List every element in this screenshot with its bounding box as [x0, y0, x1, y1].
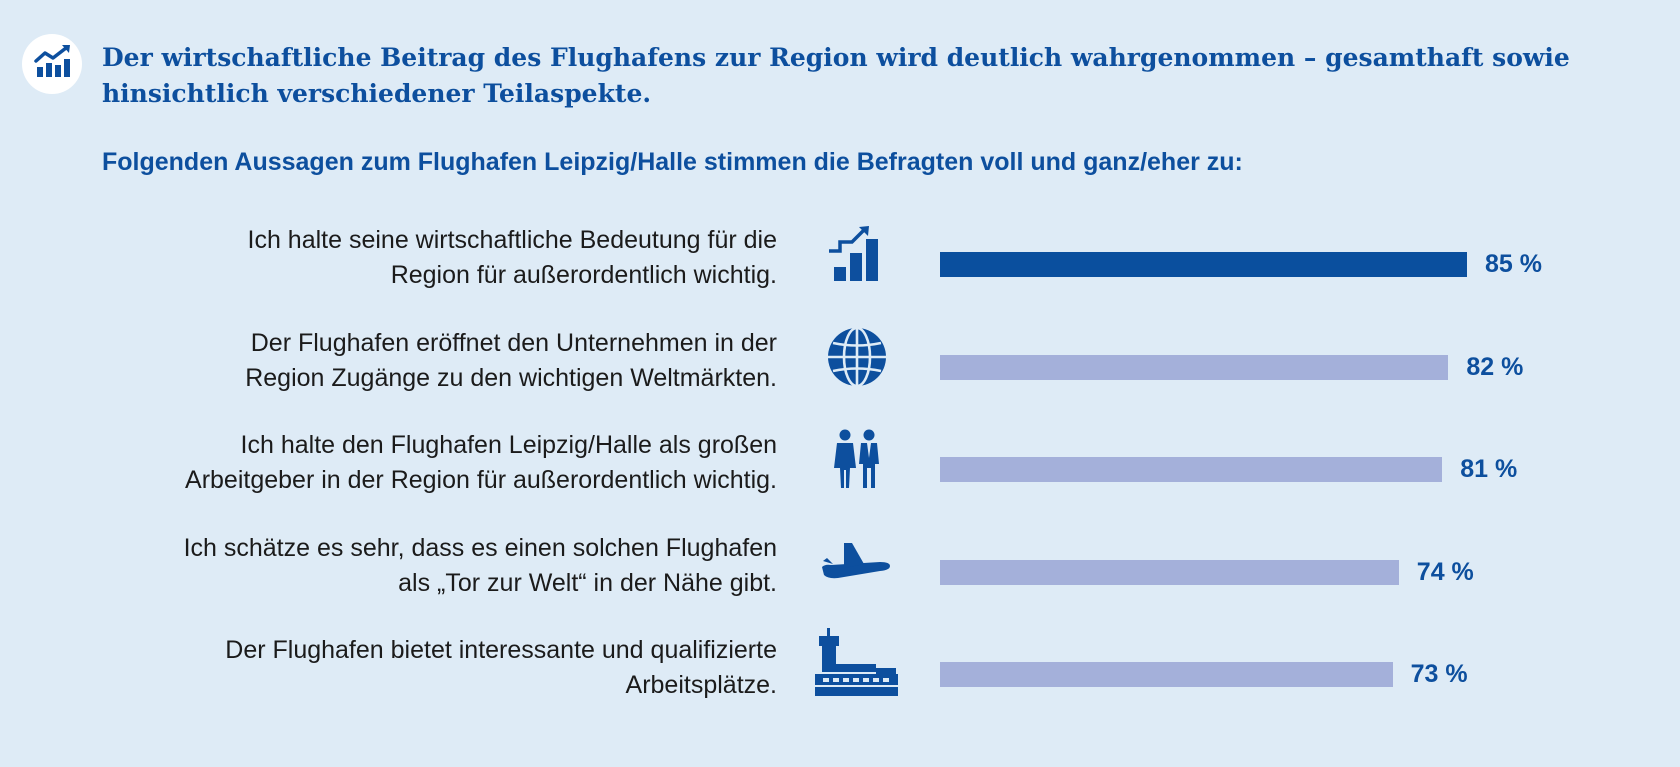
- data-label: 82 %: [1466, 352, 1524, 381]
- statement-line: Der Flughafen eröffnet den Unternehmen i…: [250, 328, 777, 357]
- statement-line: Der Flughafen bietet interessante und qu…: [225, 636, 777, 664]
- statement-line: Arbeitsplätze.: [625, 671, 777, 699]
- statement-line: Arbeitgeber in der Region für außerorden…: [185, 466, 777, 494]
- chart-subtitle: Folgenden Aussagen zum Flughafen Leipzig…: [102, 148, 1243, 176]
- statement-line: als „Tor zur Welt“ in der Nähe gibt.: [398, 568, 777, 597]
- globe-icon: [826, 326, 888, 393]
- headline: Der wirtschaftliche Beitrag des Flughafe…: [102, 43, 1570, 108]
- statement-label: Ich schätze es sehr, dass es einen solch…: [100, 531, 777, 601]
- data-label: 85 %: [1485, 250, 1542, 278]
- statement-line: Ich halte den Flughafen Leipzig/Halle al…: [240, 431, 777, 459]
- statement-line: Region Zugänge zu den wichtigen Weltmärk…: [245, 363, 777, 392]
- growth-bars-icon: [826, 223, 888, 290]
- statement-line: Ich halte seine wirtschaftliche Bedeutun…: [247, 226, 777, 254]
- data-label: 74 %: [1416, 557, 1474, 586]
- bar: [940, 559, 1399, 585]
- statement-line: Ich schätze es sehr, dass es einen solch…: [183, 533, 777, 562]
- bar: [940, 252, 1467, 277]
- bar: [940, 354, 1449, 380]
- statement-label: Der Flughafen eröffnet den Unternehmen i…: [100, 326, 777, 396]
- data-label: 81 %: [1460, 455, 1518, 483]
- statement-label: Ich halte den Flughafen Leipzig/Halle al…: [100, 428, 777, 498]
- statement-line: Region für außerordentlich wichtig.: [390, 261, 777, 289]
- data-label: 73 %: [1410, 660, 1468, 688]
- chart-growth-icon: [22, 34, 82, 94]
- employees-icon: [826, 428, 888, 495]
- airport-tower-icon: [815, 628, 899, 707]
- statement-label: Der Flughafen bietet interessante und qu…: [100, 633, 777, 703]
- airplane-icon: [820, 531, 892, 598]
- bar: [940, 662, 1393, 687]
- bar: [940, 457, 1443, 482]
- statement-label: Ich halte seine wirtschaftliche Bedeutun…: [100, 223, 777, 293]
